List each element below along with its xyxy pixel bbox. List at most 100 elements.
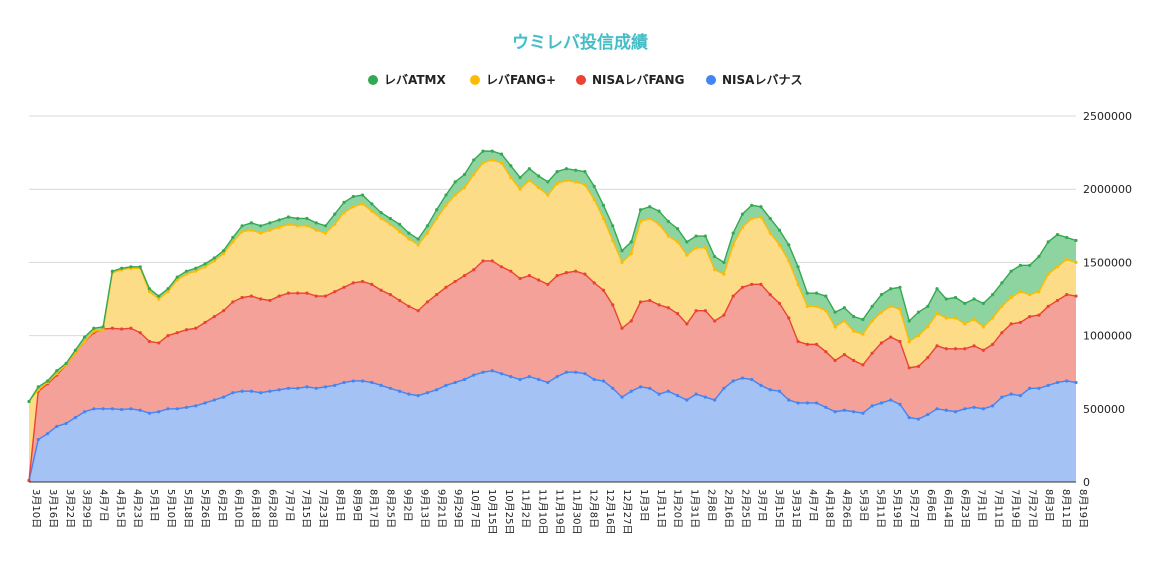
data-point bbox=[129, 407, 133, 411]
data-point bbox=[36, 437, 40, 442]
y-tick-label: 2500000 bbox=[1083, 110, 1132, 123]
data-point bbox=[611, 386, 615, 390]
data-point bbox=[472, 158, 476, 162]
data-point bbox=[231, 235, 235, 240]
data-point bbox=[166, 287, 170, 291]
data-point bbox=[323, 294, 328, 298]
data-point bbox=[212, 259, 216, 263]
x-tick-label: 3月16日 bbox=[47, 489, 59, 528]
data-point bbox=[601, 288, 606, 292]
x-tick-label: 4月26日 bbox=[841, 489, 853, 528]
x-tick-label: 8月3日 bbox=[1043, 489, 1055, 522]
data-point bbox=[963, 347, 967, 351]
data-point bbox=[555, 374, 559, 379]
data-point bbox=[1028, 263, 1032, 267]
data-point bbox=[157, 341, 161, 345]
data-point bbox=[398, 230, 402, 234]
data-point bbox=[82, 339, 87, 344]
data-point bbox=[509, 175, 513, 180]
data-point bbox=[360, 202, 365, 206]
data-point bbox=[935, 312, 939, 316]
data-point bbox=[546, 282, 550, 286]
data-point bbox=[953, 410, 958, 414]
data-point bbox=[620, 326, 624, 330]
data-point bbox=[425, 231, 430, 235]
data-point bbox=[166, 290, 170, 294]
x-tick-label: 7月15日 bbox=[300, 489, 312, 528]
x-tick-label: 10月15日 bbox=[486, 489, 498, 534]
data-point bbox=[592, 197, 596, 202]
data-point bbox=[972, 297, 976, 301]
legend-label: NISAレバナス bbox=[722, 73, 802, 87]
data-point bbox=[509, 269, 513, 273]
data-point bbox=[787, 316, 791, 320]
x-tick-label: 6月10日 bbox=[233, 489, 245, 528]
x-tick-label: 7月23日 bbox=[317, 489, 329, 528]
data-point bbox=[685, 398, 689, 402]
data-point bbox=[777, 301, 782, 305]
data-point bbox=[194, 266, 198, 270]
data-point bbox=[1074, 238, 1078, 243]
data-point bbox=[314, 294, 318, 298]
data-point bbox=[935, 344, 939, 348]
data-point bbox=[1065, 293, 1069, 297]
data-point bbox=[750, 377, 754, 382]
x-tick-label: 7月27日 bbox=[1026, 489, 1038, 528]
data-point bbox=[842, 408, 846, 412]
data-point bbox=[722, 272, 726, 276]
data-point bbox=[889, 287, 893, 291]
data-point bbox=[926, 304, 930, 308]
data-point bbox=[675, 394, 680, 398]
data-point bbox=[286, 386, 291, 390]
data-point bbox=[666, 219, 670, 224]
data-point bbox=[574, 370, 578, 374]
data-point bbox=[120, 327, 124, 331]
data-point bbox=[472, 373, 476, 377]
data-point bbox=[796, 339, 800, 344]
data-point bbox=[611, 303, 615, 307]
chart-title: ウミレバ投信成績 bbox=[512, 32, 648, 53]
data-point bbox=[685, 322, 689, 326]
data-point bbox=[435, 293, 439, 297]
data-point bbox=[944, 297, 948, 301]
data-point bbox=[694, 246, 698, 250]
data-point bbox=[481, 259, 485, 263]
data-point bbox=[212, 314, 216, 319]
data-point bbox=[1018, 290, 1023, 294]
data-point bbox=[564, 178, 568, 183]
data-point bbox=[370, 202, 374, 206]
data-point bbox=[314, 386, 318, 390]
x-tick-label: 4月7日 bbox=[807, 489, 819, 522]
legend-label: レバATMX bbox=[384, 73, 446, 87]
data-point bbox=[657, 209, 661, 213]
y-tick-label: 500000 bbox=[1083, 403, 1125, 416]
data-point bbox=[268, 221, 272, 225]
data-point bbox=[740, 376, 745, 380]
data-point bbox=[1055, 232, 1060, 237]
data-point bbox=[963, 322, 967, 326]
data-point bbox=[240, 389, 244, 393]
data-point bbox=[777, 389, 782, 393]
data-point bbox=[963, 301, 967, 305]
data-point bbox=[879, 293, 884, 297]
x-tick-label: 5月10日 bbox=[165, 489, 177, 528]
data-point bbox=[73, 348, 77, 352]
data-point bbox=[425, 224, 430, 228]
data-point bbox=[203, 401, 207, 405]
data-point bbox=[750, 203, 754, 207]
data-point bbox=[916, 334, 921, 338]
data-point bbox=[805, 401, 809, 405]
data-point bbox=[861, 363, 865, 367]
data-point bbox=[27, 478, 31, 483]
data-point bbox=[981, 348, 985, 352]
legend: レバATMX レバFANG+ NISAレバFANG NISAレバナス bbox=[368, 73, 802, 87]
data-point bbox=[277, 388, 281, 392]
data-point bbox=[1009, 392, 1013, 396]
x-tick-label: 5月27日 bbox=[908, 489, 920, 528]
data-point bbox=[916, 417, 921, 421]
data-point bbox=[286, 215, 291, 219]
data-point bbox=[379, 288, 383, 292]
data-point bbox=[944, 316, 948, 320]
data-point bbox=[852, 410, 856, 414]
data-point bbox=[240, 230, 244, 234]
